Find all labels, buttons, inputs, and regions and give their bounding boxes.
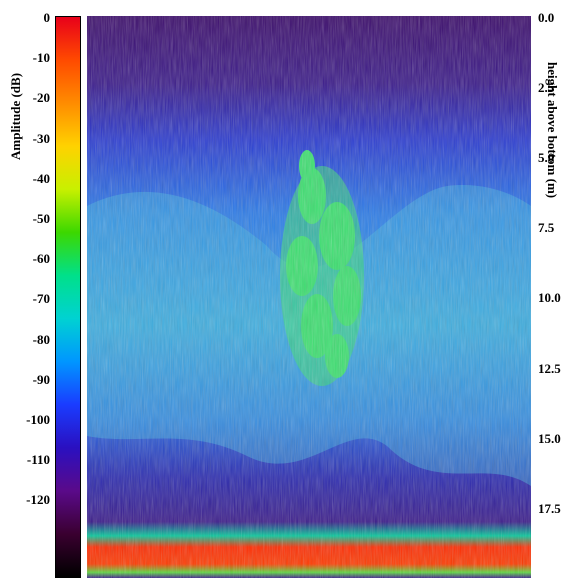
amplitude-colorbar <box>55 16 81 578</box>
right-axis-tick: 15.0 <box>538 430 561 446</box>
colorbar-tick: -10 <box>32 50 50 66</box>
right-axis-tick: 10.0 <box>538 290 561 306</box>
colorbar-tick: -60 <box>32 251 50 267</box>
right-axis-label: height above bottom (m) <box>545 62 560 199</box>
right-axis-tick: 12.5 <box>538 360 561 376</box>
right-axis-tick: 2.5 <box>538 80 555 96</box>
colorbar-tick: -70 <box>32 291 50 307</box>
colorbar-tick: -100 <box>26 412 50 427</box>
right-axis-tick: 5.0 <box>538 150 555 166</box>
colorbar-tick: -50 <box>32 211 50 226</box>
colorbar-label: Amplitude (dB) <box>8 72 23 160</box>
colorbar-tick: -30 <box>32 130 50 146</box>
colorbar-tick: -110 <box>26 452 50 468</box>
colorbar-tick: -80 <box>32 331 50 347</box>
right-axis-tick: 7.5 <box>538 220 555 236</box>
right-axis-tick: 0.0 <box>538 10 555 25</box>
echogram-image <box>87 16 531 578</box>
right-axis-tick: 17.5 <box>538 500 561 516</box>
colorbar-tick: -40 <box>32 170 50 186</box>
colorbar-tick: -20 <box>32 90 50 106</box>
colorbar-tick: -90 <box>32 371 50 387</box>
colorbar-tick: 0 <box>43 10 51 25</box>
colorbar-tick: -120 <box>26 492 50 508</box>
